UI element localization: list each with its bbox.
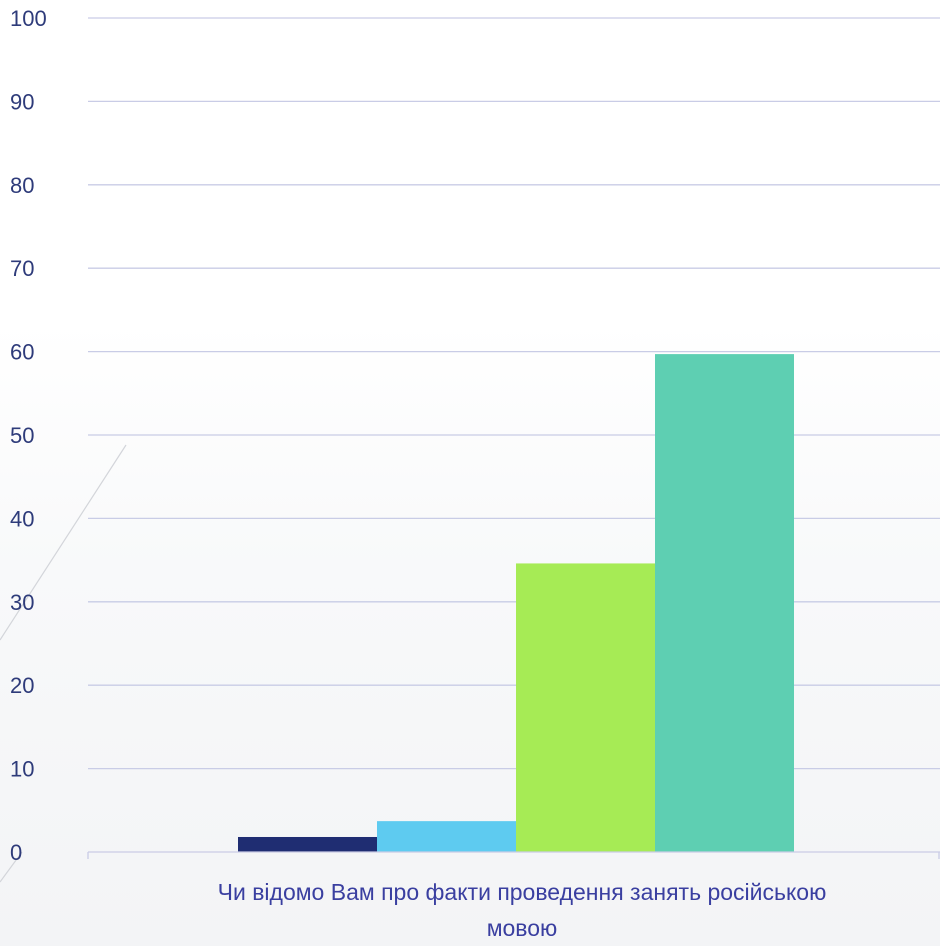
y-axis-tick-labels: 0 10 20 30 40 50 60 70 80 90 100 bbox=[10, 6, 47, 865]
y-tick-label: 40 bbox=[10, 506, 34, 531]
bars bbox=[238, 354, 794, 852]
bar bbox=[655, 354, 794, 852]
y-tick-label: 70 bbox=[10, 256, 34, 281]
category-label-line: Чи відомо Вам про факти проведення занят… bbox=[218, 879, 827, 905]
y-tick-label: 30 bbox=[10, 590, 34, 615]
y-tick-label: 90 bbox=[10, 89, 34, 114]
y-tick-label: 80 bbox=[10, 173, 34, 198]
y-tick-label: 50 bbox=[10, 423, 34, 448]
category-label: Чи відомо Вам про факти проведення занят… bbox=[218, 879, 827, 941]
y-tick-label: 0 bbox=[10, 840, 22, 865]
x-axis-ticks bbox=[87, 852, 940, 859]
y-tick-label: 60 bbox=[10, 340, 34, 365]
bar bbox=[238, 836, 377, 852]
decorative-diagonal-line-upper bbox=[0, 444, 127, 641]
y-tick-label: 10 bbox=[10, 757, 34, 782]
gridlines bbox=[88, 17, 940, 770]
bar bbox=[516, 563, 655, 852]
bar bbox=[377, 821, 516, 852]
y-tick-label: 20 bbox=[10, 673, 34, 698]
decorative-lines bbox=[0, 444, 127, 883]
decorative-diagonal-line-lower bbox=[0, 851, 23, 883]
y-tick-label: 100 bbox=[10, 6, 47, 31]
category-label-line: мовою bbox=[487, 915, 558, 941]
